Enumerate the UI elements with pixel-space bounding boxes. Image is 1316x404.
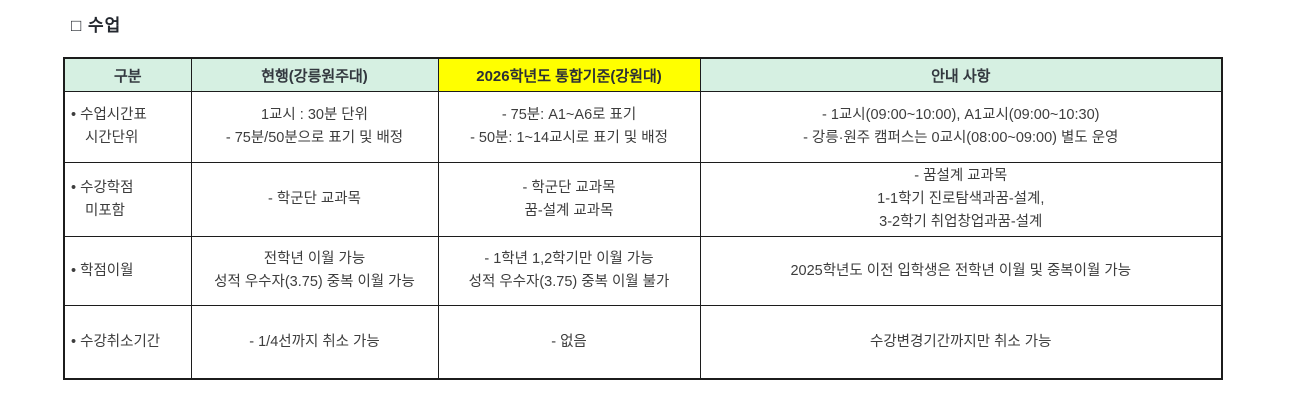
comparison-table: 구분 현행(강릉원주대) 2026학년도 통합기준(강원대) 안내 사항 • 수… bbox=[63, 57, 1223, 380]
table-row-excluded-credits: • 수강학점 미포함 - 학군단 교과목 - 학군단 교과목 꿈-설계 교과목 … bbox=[63, 162, 1223, 237]
table-row-credit-carryover: • 학점이월 전학년 이월 가능 성적 우수자(3.75) 중복 이월 가능 -… bbox=[63, 236, 1223, 306]
col-header-integrated-2026: 2026학년도 통합기준(강원대) bbox=[437, 57, 701, 92]
cell-line: - 학군단 교과목 bbox=[268, 191, 361, 207]
cell-line: - 1학년 1,2학기만 이월 가능 bbox=[484, 251, 654, 267]
cell-line: - 학군단 교과목 bbox=[522, 179, 616, 196]
cell-line: 전학년 이월 가능 bbox=[263, 251, 366, 267]
cell-line: 2025학년도 이전 입학생은 전학년 이월 및 중복이월 가능 bbox=[790, 262, 1132, 279]
cell-current: - 1/4선까지 취소 가능 bbox=[190, 305, 439, 380]
cell-line: - 75분/50분으로 표기 및 배정 bbox=[225, 130, 404, 146]
cell-line: 꿈-설계 교과목 bbox=[524, 202, 614, 219]
cell-line: 미포함 bbox=[85, 202, 126, 219]
cell-current: - 학군단 교과목 bbox=[190, 162, 439, 237]
cell-current: 전학년 이월 가능 성적 우수자(3.75) 중복 이월 가능 bbox=[190, 236, 439, 306]
cell-line: • 수업시간표 bbox=[71, 107, 147, 123]
cell-integrated: - 1학년 1,2학기만 이월 가능 성적 우수자(3.75) 중복 이월 불가 bbox=[437, 236, 701, 306]
cell-line: 1-1학기 진로탐색과꿈-설계, bbox=[877, 191, 1045, 207]
cell-line: - 강릉·원주 캠퍼스는 0교시(08:00~09:00) 별도 운영 bbox=[803, 130, 1119, 146]
cell-line: - 1/4선까지 취소 가능 bbox=[249, 333, 380, 350]
cell-line: • 학점이월 bbox=[71, 262, 134, 279]
cell-line: 시간단위 bbox=[85, 130, 139, 146]
cell-integrated: - 75분: A1~A6로 표기 - 50분: 1~14교시로 표기 및 배정 bbox=[437, 91, 701, 163]
cell-line: 수강변경기간까지만 취소 가능 bbox=[870, 333, 1052, 350]
cell-current: 1교시 : 30분 단위 - 75분/50분으로 표기 및 배정 bbox=[190, 91, 439, 163]
col-header-notes: 안내 사항 bbox=[699, 57, 1223, 92]
cell-line: 3-2학기 취업창업과꿈-설계 bbox=[879, 214, 1043, 230]
cell-integrated: - 학군단 교과목 꿈-설계 교과목 bbox=[437, 162, 701, 237]
cell-line: - 1교시(09:00~10:00), A1교시(09:00~10:30) bbox=[822, 107, 1100, 123]
cell-line: 성적 우수자(3.75) 중복 이월 불가 bbox=[468, 274, 670, 290]
cell-line: • 수강학점 bbox=[71, 179, 134, 196]
cell-line: - 50분: 1~14교시로 표기 및 배정 bbox=[470, 130, 668, 146]
header-row: 구분 현행(강릉원주대) 2026학년도 통합기준(강원대) 안내 사항 bbox=[63, 57, 1223, 92]
table-row-timetable-unit: • 수업시간표 시간단위 1교시 : 30분 단위 - 75분/50분으로 표기… bbox=[63, 91, 1223, 163]
section-title: □ 수업 bbox=[71, 16, 122, 35]
table-row-course-cancellation: • 수강취소기간 - 1/4선까지 취소 가능 - 없음 수강변경기간까지만 취… bbox=[63, 305, 1223, 380]
cell-category: • 수강학점 미포함 bbox=[63, 162, 192, 237]
cell-line: 1교시 : 30분 단위 bbox=[260, 107, 368, 123]
cell-line: - 없음 bbox=[551, 333, 587, 350]
cell-notes: 2025학년도 이전 입학생은 전학년 이월 및 중복이월 가능 bbox=[699, 236, 1223, 306]
cell-line: - 꿈설계 교과목 bbox=[914, 168, 1008, 184]
cell-line: • 수강취소기간 bbox=[71, 333, 161, 350]
cell-notes: 수강변경기간까지만 취소 가능 bbox=[699, 305, 1223, 380]
cell-line: - 75분: A1~A6로 표기 bbox=[501, 107, 637, 123]
cell-line: 성적 우수자(3.75) 중복 이월 가능 bbox=[214, 274, 415, 290]
cell-category: • 수강취소기간 bbox=[63, 305, 192, 380]
cell-category: • 학점이월 bbox=[63, 236, 192, 306]
cell-category: • 수업시간표 시간단위 bbox=[63, 91, 192, 163]
col-header-category: 구분 bbox=[63, 57, 192, 92]
cell-notes: - 1교시(09:00~10:00), A1교시(09:00~10:30) - … bbox=[699, 91, 1223, 163]
col-header-current: 현행(강릉원주대) bbox=[190, 57, 439, 92]
cell-notes: - 꿈설계 교과목 1-1학기 진로탐색과꿈-설계, 3-2학기 취업창업과꿈-… bbox=[699, 162, 1223, 237]
cell-integrated: - 없음 bbox=[437, 305, 701, 380]
